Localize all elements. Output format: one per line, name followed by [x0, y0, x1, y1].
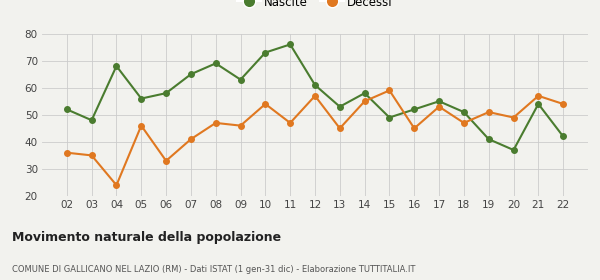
Nascite: [436, 100, 443, 103]
Decessi: [187, 137, 194, 141]
Nascite: [212, 62, 220, 65]
Decessi: [361, 100, 368, 103]
Nascite: [311, 83, 319, 87]
Decessi: [163, 159, 170, 162]
Nascite: [535, 102, 542, 106]
Nascite: [336, 105, 343, 108]
Nascite: [163, 92, 170, 95]
Decessi: [436, 105, 443, 108]
Nascite: [361, 92, 368, 95]
Decessi: [63, 151, 70, 154]
Decessi: [386, 89, 393, 92]
Nascite: [262, 51, 269, 54]
Decessi: [88, 154, 95, 157]
Nascite: [237, 78, 244, 81]
Line: Decessi: Decessi: [64, 88, 566, 188]
Legend: Nascite, Decessi: Nascite, Decessi: [232, 0, 398, 13]
Decessi: [535, 94, 542, 97]
Decessi: [410, 127, 418, 130]
Nascite: [137, 97, 145, 100]
Decessi: [237, 124, 244, 127]
Decessi: [262, 102, 269, 106]
Nascite: [88, 118, 95, 122]
Decessi: [510, 116, 517, 119]
Nascite: [410, 108, 418, 111]
Nascite: [63, 108, 70, 111]
Decessi: [560, 102, 567, 106]
Decessi: [336, 127, 343, 130]
Decessi: [485, 110, 493, 114]
Decessi: [212, 121, 220, 125]
Nascite: [386, 116, 393, 119]
Decessi: [137, 124, 145, 127]
Nascite: [187, 73, 194, 76]
Nascite: [287, 43, 294, 46]
Decessi: [287, 121, 294, 125]
Decessi: [311, 94, 319, 97]
Nascite: [113, 64, 120, 68]
Line: Nascite: Nascite: [64, 42, 566, 153]
Text: COMUNE DI GALLICANO NEL LAZIO (RM) - Dati ISTAT (1 gen-31 dic) - Elaborazione TU: COMUNE DI GALLICANO NEL LAZIO (RM) - Dat…: [12, 265, 415, 274]
Decessi: [460, 121, 467, 125]
Nascite: [485, 137, 493, 141]
Text: Movimento naturale della popolazione: Movimento naturale della popolazione: [12, 231, 281, 244]
Nascite: [560, 135, 567, 138]
Nascite: [460, 110, 467, 114]
Decessi: [113, 183, 120, 187]
Nascite: [510, 148, 517, 152]
